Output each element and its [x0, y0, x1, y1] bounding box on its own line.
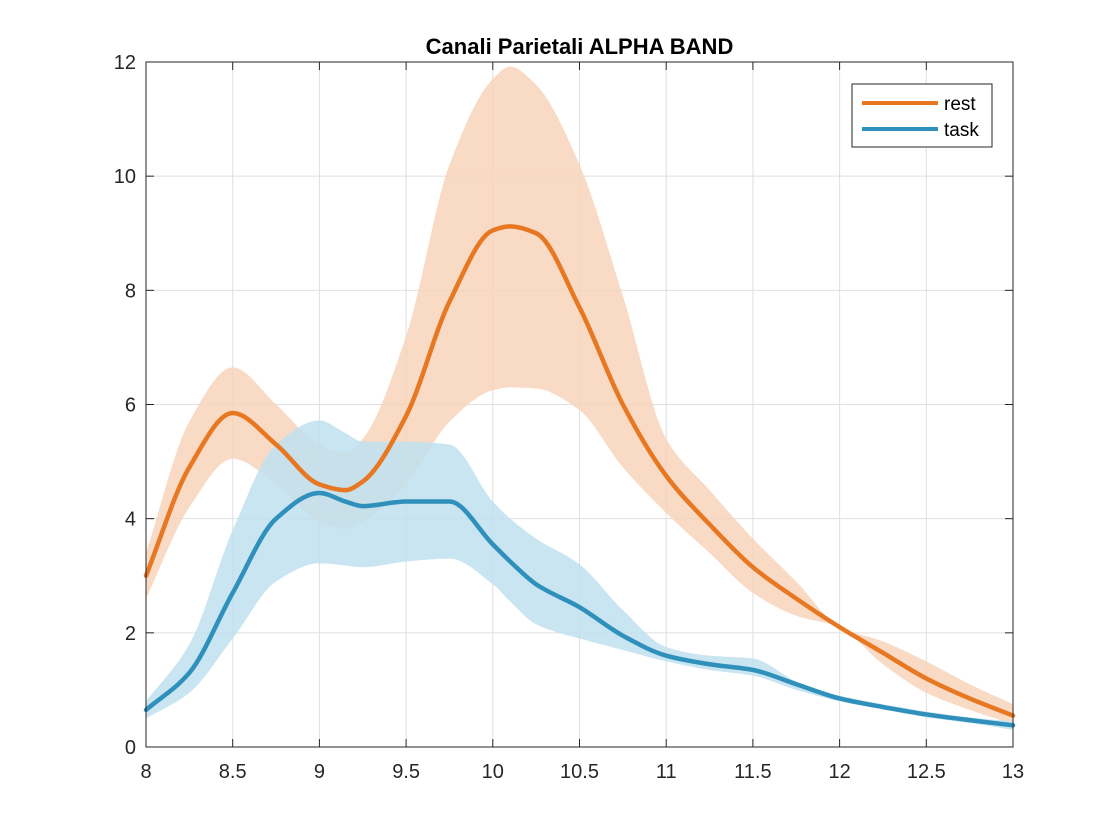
legend: rest task [851, 83, 993, 148]
legend-label-rest: rest [944, 94, 976, 115]
legend-box [851, 83, 993, 148]
x-tick-label: 9 [314, 761, 325, 783]
band-task [146, 420, 1013, 730]
y-tick-label: 6 [125, 395, 136, 417]
x-tick-label: 9.5 [392, 761, 420, 783]
x-tick-label: 12.5 [907, 761, 946, 783]
x-tick-label: 13 [1002, 761, 1024, 783]
x-tick-label: 10 [482, 761, 504, 783]
x-tick-label: 8.5 [219, 761, 247, 783]
line-rest [143, 224, 1016, 718]
y-tick-label: 10 [114, 166, 136, 188]
y-tick-label: 2 [125, 623, 136, 645]
x-tick-label: 10.5 [560, 761, 599, 783]
x-tick-label: 12 [828, 761, 850, 783]
x-axis-ticks: 8 8.5 9 9.5 10 10.5 11 11.5 12 12.5 13 [140, 62, 1024, 783]
y-tick-label: 4 [125, 509, 136, 531]
line-task [143, 490, 1016, 728]
x-tick-label: 11 [656, 761, 677, 783]
band-rest [146, 66, 1013, 725]
y-axis-ticks: 0 2 4 6 8 10 12 [114, 52, 1013, 759]
y-tick-label: 0 [125, 737, 136, 759]
y-tick-label: 12 [114, 52, 136, 74]
x-tick-label: 11.5 [734, 761, 771, 783]
chart-title: Canali Parietali ALPHA BAND [426, 34, 734, 59]
series-lines [143, 224, 1016, 728]
legend-label-task: task [944, 120, 979, 141]
x-tick-label: 8 [140, 761, 151, 783]
y-tick-label: 8 [125, 280, 136, 302]
confidence-bands [146, 66, 1013, 730]
